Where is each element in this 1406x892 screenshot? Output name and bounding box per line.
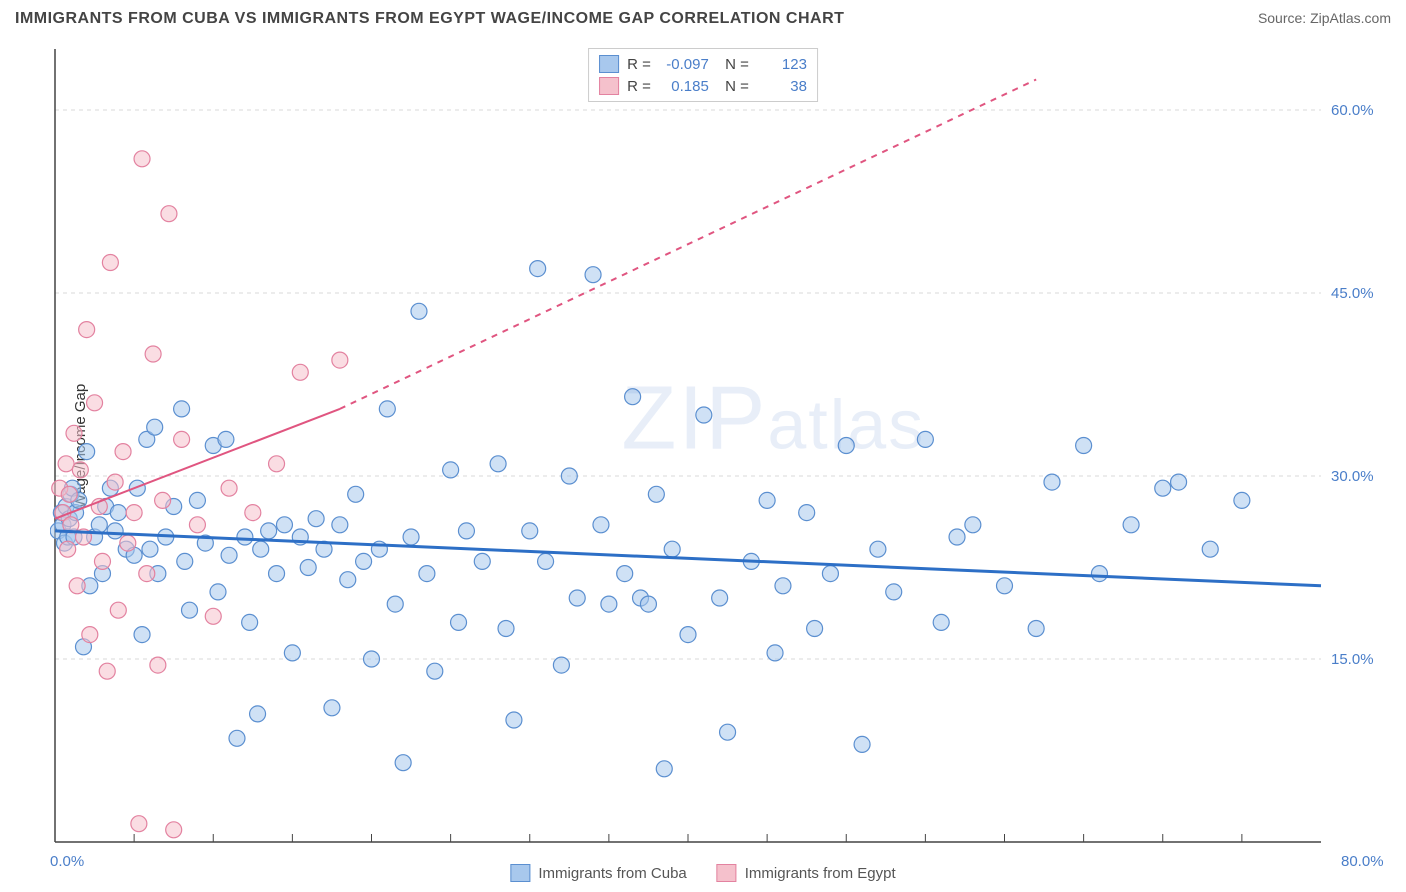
stat-r-egypt: 0.185 [659, 78, 709, 95]
source-prefix: Source: [1258, 10, 1310, 26]
stat-n-egypt: 38 [757, 78, 807, 95]
stat-n-cuba: 123 [757, 56, 807, 73]
x-axis-tick-1: 80.0% [1341, 853, 1384, 870]
legend-label-egypt: Immigrants from Egypt [745, 865, 896, 882]
stats-legend-box: R = -0.097 N = 123 R = 0.185 N = 38 [588, 48, 818, 102]
stat-r-label: R = [627, 78, 651, 95]
stats-row-egypt: R = 0.185 N = 38 [599, 75, 807, 97]
svg-text:15.0%: 15.0% [1331, 651, 1374, 668]
svg-text:60.0%: 60.0% [1331, 102, 1374, 119]
source-name: ZipAtlas.com [1310, 10, 1391, 26]
legend-item-egypt: Immigrants from Egypt [717, 864, 896, 882]
x-axis-tick-0: 0.0% [50, 853, 84, 870]
stat-n-label: N = [717, 78, 749, 95]
svg-text:30.0%: 30.0% [1331, 468, 1374, 485]
scatter-chart: 15.0% 30.0% 45.0% 60.0% [50, 44, 1391, 847]
stats-row-cuba: R = -0.097 N = 123 [599, 53, 807, 75]
swatch-egypt [717, 864, 737, 882]
legend-item-cuba: Immigrants from Cuba [510, 864, 686, 882]
source: Source: ZipAtlas.com [1258, 10, 1391, 28]
stat-r-label: R = [627, 56, 651, 73]
chart-title: IMMIGRANTS FROM CUBA VS IMMIGRANTS FROM … [15, 10, 844, 28]
bottom-legend: Immigrants from Cuba Immigrants from Egy… [510, 864, 895, 882]
swatch-egypt [599, 77, 619, 95]
legend-label-cuba: Immigrants from Cuba [538, 865, 686, 882]
swatch-cuba [510, 864, 530, 882]
stat-r-cuba: -0.097 [659, 56, 709, 73]
chart-area: 15.0% 30.0% 45.0% 60.0% [50, 44, 1391, 847]
stat-n-label: N = [717, 56, 749, 73]
swatch-cuba [599, 55, 619, 73]
svg-text:45.0%: 45.0% [1331, 285, 1374, 302]
